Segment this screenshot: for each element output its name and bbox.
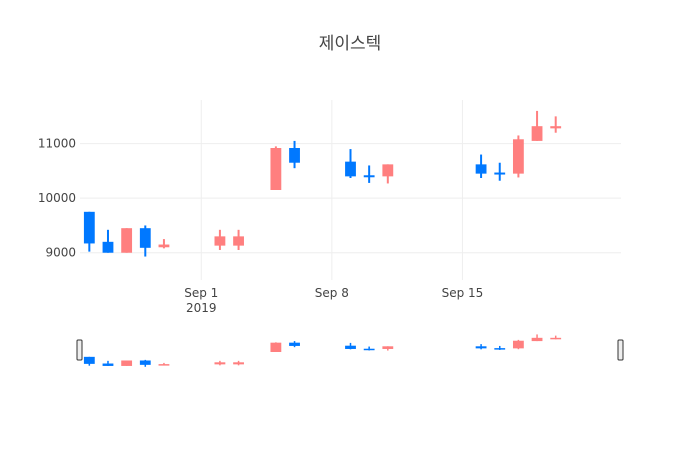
slider-candle-2019-08-28 (121, 360, 133, 366)
slider-candle-2019-09-19 (531, 334, 543, 342)
candle-2019-08-28[interactable] (121, 228, 133, 253)
range-slider-handle-right[interactable] (617, 339, 624, 361)
candle-body (270, 148, 282, 190)
candle-body (363, 175, 375, 178)
y-tick-label: 10000 (38, 191, 76, 205)
slider-candle-body (289, 342, 300, 346)
y-grid (80, 143, 621, 254)
x-tick-sublabel: 2019 (186, 301, 217, 315)
slider-candle-2019-09-18 (512, 339, 524, 350)
slider-candle-2019-09-17 (494, 345, 506, 350)
x-grid (200, 100, 463, 280)
candle-body (345, 161, 356, 177)
candle-2019-09-17[interactable] (494, 162, 506, 181)
slider-candle-body (233, 362, 244, 365)
candle-body (102, 241, 114, 253)
slider-candle-body (121, 360, 133, 366)
candle-body (512, 139, 524, 174)
x-tick-label: Sep 15 (442, 286, 484, 300)
candle-body (550, 126, 562, 129)
y-tick-label: 11000 (38, 137, 76, 151)
slider-candle-body (214, 362, 226, 365)
candle-body (158, 244, 170, 248)
slider-candle-body (512, 340, 524, 349)
slider-candle-2019-09-09 (345, 342, 356, 350)
candle-body (83, 211, 95, 244)
candle-2019-08-27[interactable] (102, 229, 114, 253)
candle-2019-09-11[interactable] (382, 164, 394, 184)
slider-candle-2019-08-26 (83, 356, 95, 366)
range-slider[interactable] (76, 330, 624, 370)
candle-2019-09-19[interactable] (531, 110, 543, 141)
slider-candle-body (363, 348, 375, 351)
candle-body (139, 228, 151, 248)
candle-2019-09-16[interactable] (475, 154, 487, 178)
slider-candle-body (550, 337, 562, 340)
slider-candle-body (531, 337, 543, 342)
slider-candle-body (83, 356, 95, 364)
candle-body (233, 236, 244, 246)
x-tick-label: Sep 1 (184, 286, 218, 300)
slider-candle-2019-09-05 (270, 342, 282, 352)
range-slider-handle-left[interactable] (76, 339, 83, 361)
x-tick-label: Sep 8 (315, 286, 349, 300)
slider-candle-body (158, 364, 170, 366)
slider-candle-body (475, 346, 487, 349)
slider-candle-body (139, 360, 151, 365)
slider-candle-2019-09-06 (289, 341, 300, 348)
slider-candle-body (270, 342, 282, 352)
candle-body (121, 228, 133, 253)
slider-candle-2019-08-29 (139, 359, 151, 367)
candles-layer (83, 110, 562, 257)
candle-body (289, 148, 300, 163)
slider-candle-body (345, 345, 356, 349)
candle-2019-09-03[interactable] (233, 229, 244, 250)
candle-2019-08-29[interactable] (139, 225, 151, 257)
slider-candle-2019-09-03 (233, 360, 244, 366)
candle-2019-09-10[interactable] (363, 165, 375, 183)
slider-candle-2019-09-16 (475, 344, 487, 350)
candle-body (475, 164, 487, 174)
candle-2019-08-26[interactable] (83, 211, 95, 252)
slider-candle-2019-08-30 (158, 362, 170, 366)
candle-2019-09-02[interactable] (214, 229, 226, 250)
slider-candle-2019-08-27 (102, 360, 114, 366)
candle-2019-09-05[interactable] (270, 146, 282, 190)
range-slider-background (80, 330, 621, 370)
slider-candle-body (102, 363, 114, 366)
candle-2019-09-20[interactable] (550, 116, 562, 133)
candle-2019-09-18[interactable] (512, 135, 524, 178)
y-tick-label: 9000 (45, 246, 76, 260)
candle-2019-09-06[interactable] (289, 140, 300, 169)
slider-candle-2019-09-10 (363, 346, 375, 351)
candle-body (494, 172, 506, 175)
candle-body (382, 164, 394, 177)
slider-candle-2019-09-20 (550, 335, 562, 340)
candle-2019-09-09[interactable] (345, 149, 356, 178)
slider-candle-2019-09-02 (214, 360, 226, 366)
candle-body (531, 126, 543, 141)
chart-title: 제이스텍 (319, 34, 382, 54)
slider-candle-body (494, 348, 506, 350)
candle-body (214, 236, 226, 246)
y-axis-ticks: 9000 10000 11000 (38, 137, 76, 260)
slider-candle-2019-09-11 (382, 346, 394, 351)
candle-2019-08-30[interactable] (158, 239, 170, 249)
range-slider-preview (83, 334, 562, 367)
slider-candle-body (382, 346, 394, 349)
